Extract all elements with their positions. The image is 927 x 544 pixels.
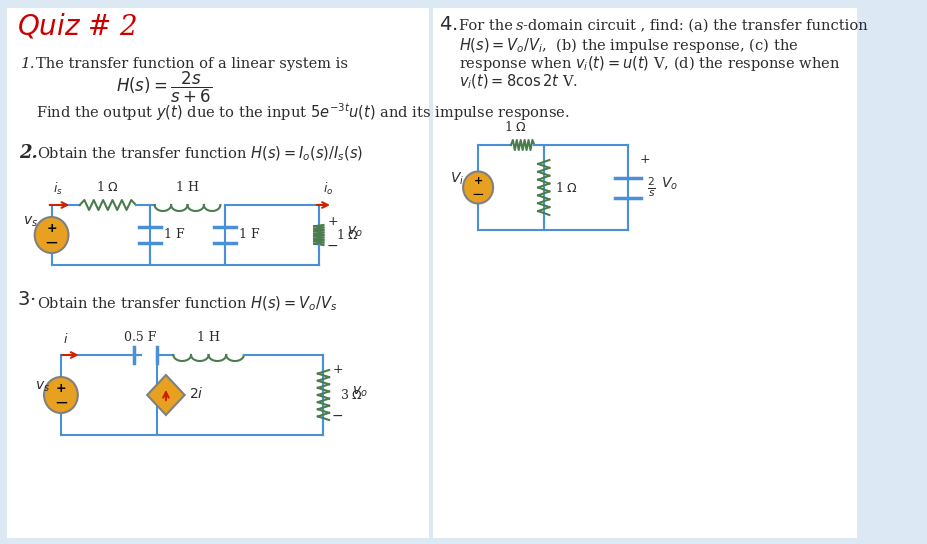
Text: −: − [471,187,484,202]
Circle shape [34,217,69,253]
Text: 1 F: 1 F [164,228,184,242]
Polygon shape [147,375,184,415]
Text: 3 $\Omega$: 3 $\Omega$ [340,388,363,402]
Text: $\mathit{Quiz}$ # 2: $\mathit{Quiz}$ # 2 [17,12,137,41]
Text: $H(s) = V_o/V_i$,  (b) the impulse response, (c) the: $H(s) = V_o/V_i$, (b) the impulse respon… [459,36,798,55]
Text: 1 $\Omega$: 1 $\Omega$ [336,228,359,242]
Text: $v_o$: $v_o$ [351,385,367,399]
Text: $i$: $i$ [63,332,69,346]
Text: $i_s$: $i_s$ [54,181,63,197]
Text: $i_o$: $i_o$ [324,181,334,197]
Text: −: − [54,394,68,412]
Text: 1 H: 1 H [176,181,198,194]
Text: +: + [639,153,650,166]
Text: −: − [326,239,338,253]
Text: 1 $\Omega$: 1 $\Omega$ [503,120,527,134]
Text: Find the output $y(t)$ due to the input $5e^{-3t}u(t)$ and its impulse response.: Find the output $y(t)$ due to the input … [35,101,568,123]
Text: Obtain the transfer function $H(s) = V_o/V_s$: Obtain the transfer function $H(s) = V_o… [37,294,337,313]
Text: $v_i(t) = 8\cos 2t$ V.: $v_i(t) = 8\cos 2t$ V. [459,72,578,91]
Text: +: + [473,176,482,187]
Text: $v_s$: $v_s$ [34,380,50,394]
Text: 1 $\Omega$: 1 $\Omega$ [96,180,120,194]
Text: response when $v_i(t) = u(t)$ V, (d) the response when: response when $v_i(t) = u(t)$ V, (d) the… [459,54,840,73]
Circle shape [463,171,492,203]
Text: 1 F: 1 F [239,228,260,242]
Text: $v_o$: $v_o$ [347,225,362,239]
Text: −: − [331,409,343,423]
Text: For the: For the [459,19,517,33]
Text: 0.5 F: 0.5 F [124,331,157,344]
Text: +: + [332,363,342,376]
Text: +: + [327,215,337,228]
Text: +: + [56,382,66,395]
Text: $\frac{2}{s}$: $\frac{2}{s}$ [646,176,655,199]
Text: $v_s$: $v_s$ [23,215,39,230]
Text: +: + [46,222,57,236]
Text: The transfer function of a linear system is: The transfer function of a linear system… [35,57,348,71]
Text: 1 H: 1 H [197,331,220,344]
Text: 2.: 2. [19,144,37,162]
Text: -domain circuit , find: (a) the transfer function: -domain circuit , find: (a) the transfer… [523,19,867,33]
Text: Obtain the transfer function $H(s) = I_o(s)/I_s(s)$: Obtain the transfer function $H(s) = I_o… [37,144,363,163]
Text: $2i$: $2i$ [189,386,204,401]
FancyBboxPatch shape [7,8,429,538]
Text: $4.$: $4.$ [438,16,457,34]
Text: 1.: 1. [20,57,35,71]
Text: $3$·: $3$· [17,291,36,309]
Text: $V_o$: $V_o$ [660,176,678,192]
Text: 1 $\Omega$: 1 $\Omega$ [554,181,578,195]
Text: −: − [44,234,58,252]
Text: $H(s) = \dfrac{2s}{s + 6}$: $H(s) = \dfrac{2s}{s + 6}$ [116,70,212,104]
Text: s: s [515,19,523,33]
FancyBboxPatch shape [433,8,856,538]
Circle shape [44,377,78,413]
Text: $V_i$: $V_i$ [450,170,464,187]
